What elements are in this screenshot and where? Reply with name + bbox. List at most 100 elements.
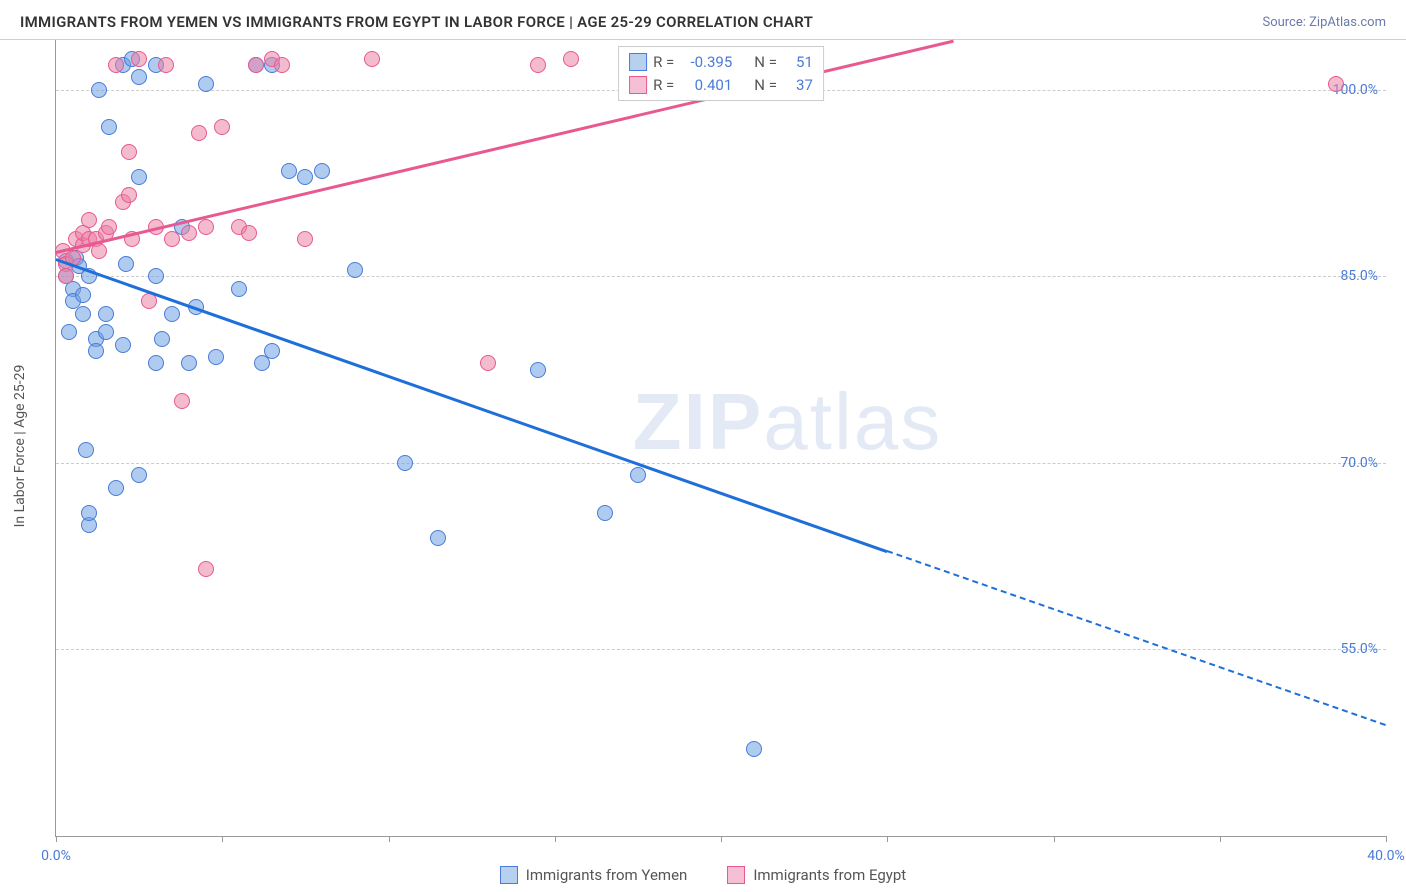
scatter-point <box>597 505 613 521</box>
chart-plot-area: ZIPatlas 55.0%70.0%85.0%100.0%0.0%40.0%R… <box>55 40 1386 837</box>
scatter-point <box>91 243 107 259</box>
r-value: -0.395 <box>680 51 732 74</box>
gridline <box>56 276 1386 277</box>
scatter-point <box>164 231 180 247</box>
legend-label: Immigrants from Yemen <box>526 866 688 884</box>
scatter-point <box>530 57 546 73</box>
scatter-point <box>121 144 137 160</box>
r-label: R = <box>653 74 674 97</box>
scatter-point <box>121 187 137 203</box>
scatter-point <box>181 225 197 241</box>
chart-header: IMMIGRANTS FROM YEMEN VS IMMIGRANTS FROM… <box>0 0 1406 40</box>
scatter-point <box>101 119 117 135</box>
scatter-point <box>154 331 170 347</box>
scatter-point <box>208 349 224 365</box>
scatter-point <box>563 51 579 67</box>
scatter-point <box>108 57 124 73</box>
scatter-point <box>281 163 297 179</box>
r-value: 0.401 <box>680 74 732 97</box>
scatter-point <box>241 225 257 241</box>
y-tick-label: 70.0% <box>1340 455 1378 471</box>
scatter-point <box>81 212 97 228</box>
scatter-point <box>158 57 174 73</box>
scatter-point <box>530 362 546 378</box>
scatter-point <box>347 262 363 278</box>
scatter-point <box>131 169 147 185</box>
n-value: 51 <box>783 51 813 74</box>
scatter-point <box>148 355 164 371</box>
trend-line <box>887 550 1387 726</box>
legend-swatch <box>727 866 745 884</box>
scatter-point <box>61 324 77 340</box>
scatter-point <box>231 281 247 297</box>
gridline <box>56 649 1386 650</box>
scatter-point <box>75 306 91 322</box>
scatter-point <box>81 505 97 521</box>
scatter-point <box>364 51 380 67</box>
scatter-point <box>148 268 164 284</box>
x-tick <box>1220 836 1221 842</box>
scatter-point <box>131 467 147 483</box>
scatter-point <box>91 82 107 98</box>
watermark-bold: ZIP <box>633 377 763 466</box>
x-tick <box>721 836 722 842</box>
scatter-point <box>98 306 114 322</box>
scatter-point <box>274 57 290 73</box>
scatter-point <box>78 442 94 458</box>
scatter-point <box>214 119 230 135</box>
scatter-point <box>191 125 207 141</box>
bottom-legend-item: Immigrants from Egypt <box>727 866 906 884</box>
gridline <box>56 463 1386 464</box>
scatter-point <box>630 467 646 483</box>
scatter-point <box>1328 76 1344 92</box>
scatter-point <box>198 76 214 92</box>
bottom-legend: Immigrants from Yemen Immigrants from Egy… <box>0 866 1406 884</box>
scatter-point <box>480 355 496 371</box>
scatter-point <box>98 324 114 340</box>
x-tick <box>389 836 390 842</box>
x-tick <box>887 836 888 842</box>
x-tick <box>1386 836 1387 842</box>
scatter-point <box>248 57 264 73</box>
x-tick <box>1054 836 1055 842</box>
scatter-point <box>75 287 91 303</box>
scatter-point <box>297 169 313 185</box>
x-tick <box>555 836 556 842</box>
scatter-point <box>297 231 313 247</box>
scatter-point <box>131 69 147 85</box>
scatter-point <box>118 256 134 272</box>
scatter-point <box>88 343 104 359</box>
legend-swatch <box>629 76 647 94</box>
legend-label: Immigrants from Egypt <box>753 866 906 884</box>
scatter-point <box>314 163 330 179</box>
correlation-legend: R = -0.395 N = 51R = 0.401 N = 37 <box>618 46 824 101</box>
legend-swatch <box>629 53 647 71</box>
scatter-point <box>264 343 280 359</box>
scatter-point <box>115 337 131 353</box>
chart-title: IMMIGRANTS FROM YEMEN VS IMMIGRANTS FROM… <box>20 13 813 31</box>
y-tick-label: 55.0% <box>1340 641 1378 657</box>
n-label: N = <box>754 74 777 97</box>
scatter-point <box>58 268 74 284</box>
scatter-point <box>198 561 214 577</box>
scatter-point <box>108 480 124 496</box>
source-label: Source: ZipAtlas.com <box>1262 15 1386 30</box>
scatter-point <box>198 219 214 235</box>
n-label: N = <box>754 51 777 74</box>
scatter-point <box>164 306 180 322</box>
scatter-point <box>181 355 197 371</box>
bottom-legend-item: Immigrants from Yemen <box>500 866 688 884</box>
x-tick-label: 0.0% <box>41 848 71 864</box>
legend-row: R =-0.395N =51 <box>629 51 813 74</box>
scatter-point <box>430 530 446 546</box>
scatter-point <box>174 393 190 409</box>
watermark: ZIPatlas <box>633 376 942 468</box>
watermark-light: atlas <box>763 377 942 466</box>
x-tick <box>56 836 57 842</box>
scatter-point <box>101 219 117 235</box>
x-tick-label: 40.0% <box>1367 848 1405 864</box>
x-tick <box>222 836 223 842</box>
n-value: 37 <box>783 74 813 97</box>
legend-row: R = 0.401 N = 37 <box>629 74 813 97</box>
scatter-point <box>397 455 413 471</box>
